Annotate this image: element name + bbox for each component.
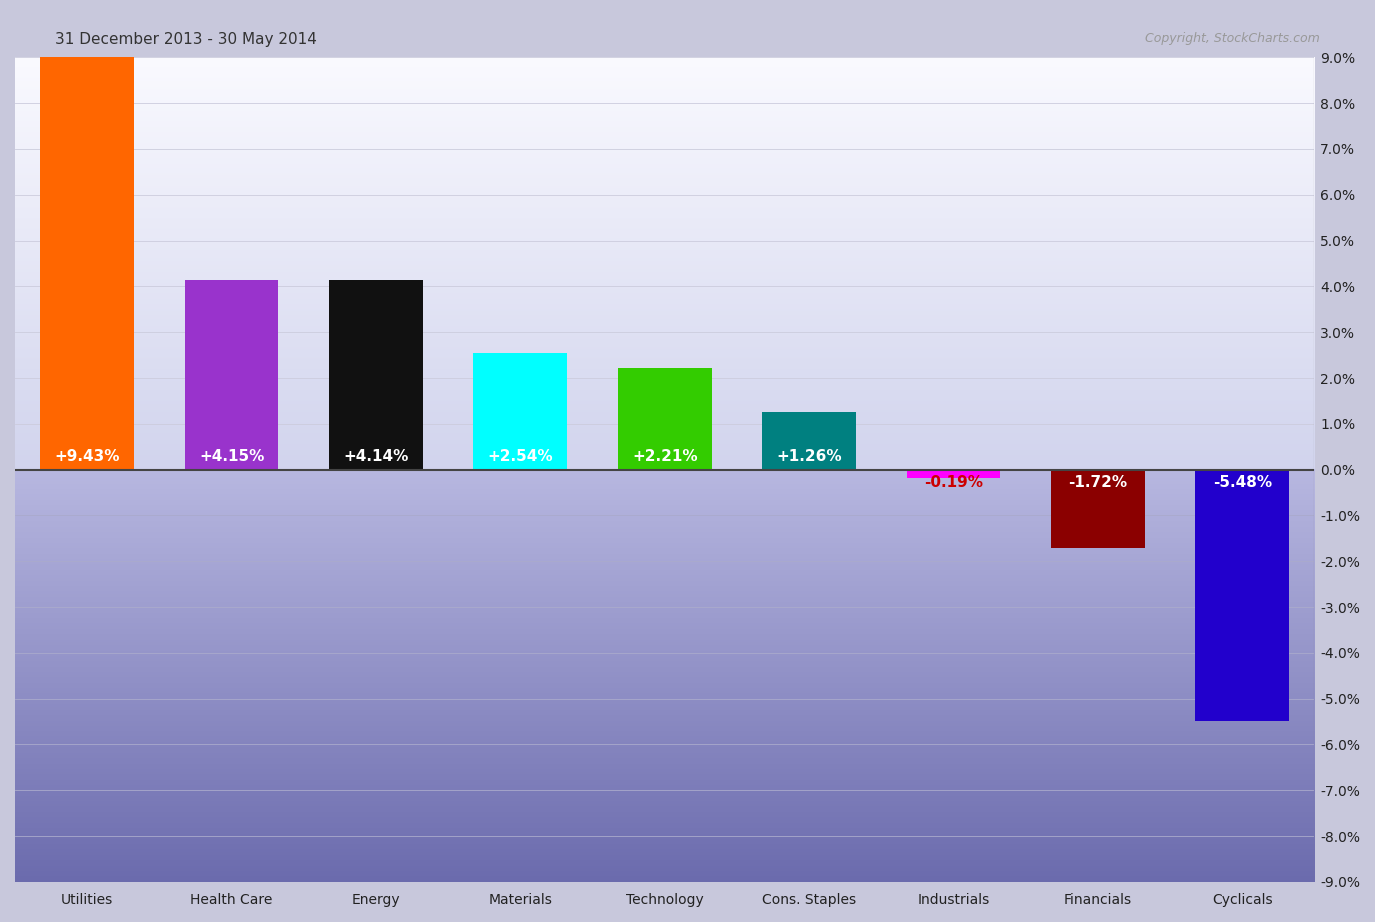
Bar: [906, 469, 1001, 479]
Text: -1.72%: -1.72%: [1068, 475, 1128, 491]
Text: Copyright, StockCharts.com: Copyright, StockCharts.com: [1145, 32, 1320, 45]
Text: -5.48%: -5.48%: [1213, 475, 1272, 491]
Bar: [617, 369, 712, 469]
Bar: [1050, 469, 1145, 549]
Bar: [473, 353, 568, 469]
Text: +9.43%: +9.43%: [55, 449, 120, 464]
Text: +4.15%: +4.15%: [199, 449, 264, 464]
Bar: [329, 280, 424, 469]
Text: 31 December 2013 - 30 May 2014: 31 December 2013 - 30 May 2014: [55, 32, 316, 47]
Bar: [1195, 469, 1290, 721]
Bar: [184, 279, 279, 469]
Text: +1.26%: +1.26%: [777, 449, 842, 464]
Text: +2.21%: +2.21%: [632, 449, 697, 464]
Text: +4.14%: +4.14%: [344, 449, 408, 464]
Bar: [762, 412, 857, 469]
Text: -0.19%: -0.19%: [924, 475, 983, 491]
Bar: [40, 38, 135, 469]
Text: +2.54%: +2.54%: [488, 449, 553, 464]
